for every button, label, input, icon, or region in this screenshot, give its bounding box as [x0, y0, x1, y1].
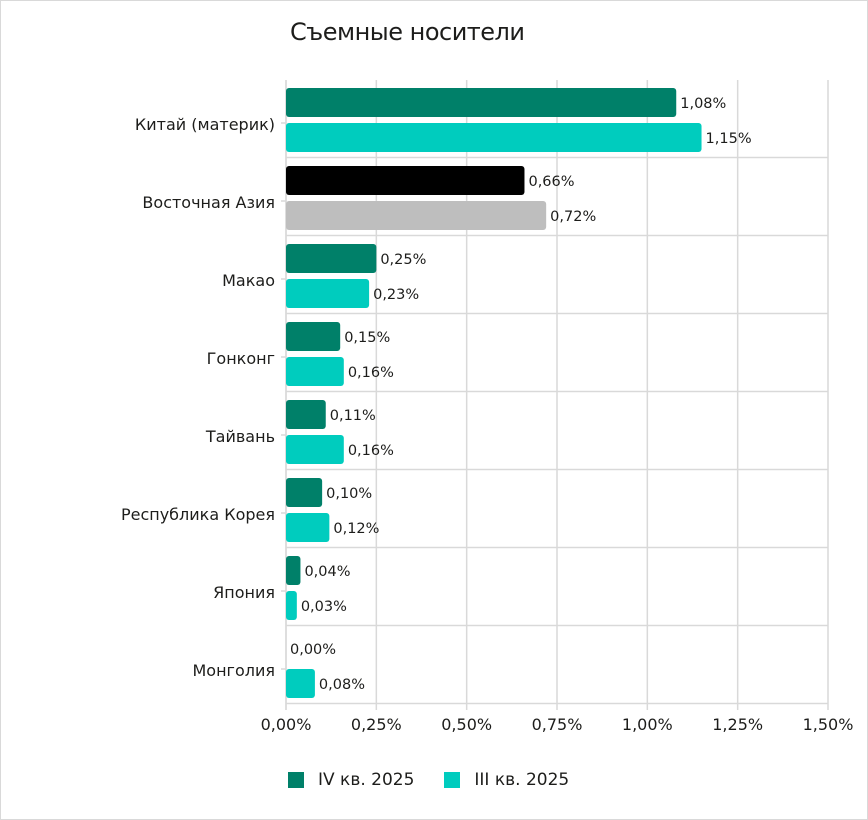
- legend-swatch-q4: [288, 772, 304, 788]
- data-label: 0,00%: [290, 642, 336, 658]
- legend-label-q4: IV кв. 2025: [318, 770, 415, 790]
- legend-label-q3: III кв. 2025: [474, 770, 570, 790]
- bar: [286, 88, 677, 117]
- x-tick-label: 1,00%: [622, 715, 673, 734]
- category-label: Гонконг: [207, 349, 275, 368]
- data-label: 1,15%: [706, 131, 752, 147]
- category-label: Китай (материк): [135, 115, 275, 134]
- data-label: 0,08%: [319, 677, 365, 693]
- bar: [286, 669, 315, 698]
- bar: [286, 357, 344, 386]
- data-label: 0,66%: [528, 174, 574, 190]
- category-label: Республика Корея: [121, 505, 275, 524]
- bar: [286, 400, 326, 429]
- category-label: Тайвань: [205, 427, 275, 446]
- category-label: Макао: [222, 271, 275, 290]
- data-label: 0,12%: [333, 521, 379, 537]
- data-label: 0,16%: [348, 365, 394, 381]
- category-label: Восточная Азия: [142, 193, 275, 212]
- legend-item-q3[interactable]: III кв. 2025: [444, 770, 569, 790]
- data-label: 0,15%: [344, 330, 390, 346]
- legend: IV кв. 2025 III кв. 2025: [288, 770, 569, 790]
- chart-title: Съемные носители: [290, 18, 525, 46]
- bar: [286, 279, 370, 308]
- legend-swatch-q3: [444, 772, 461, 788]
- data-label: 0,04%: [304, 564, 350, 580]
- bar: [286, 435, 344, 464]
- category-label: Япония: [213, 583, 275, 602]
- data-label: 0,23%: [373, 287, 419, 303]
- data-label: 0,16%: [348, 443, 394, 459]
- bar: [286, 478, 323, 507]
- data-label: 0,72%: [550, 209, 596, 225]
- data-label: 0,25%: [380, 252, 426, 268]
- bar: [286, 513, 330, 542]
- x-tick-label: 0,25%: [351, 715, 402, 734]
- x-tick-label: 0,75%: [532, 715, 583, 734]
- data-label: 1,08%: [680, 96, 726, 112]
- x-tick-label: 1,50%: [803, 715, 854, 734]
- legend-item-q4[interactable]: IV кв. 2025: [288, 770, 414, 790]
- x-tick-label: 1,25%: [712, 715, 763, 734]
- x-tick-label: 0,50%: [441, 715, 492, 734]
- bar: [286, 123, 702, 152]
- x-tick-label: 0,00%: [261, 715, 312, 734]
- bar: [286, 556, 301, 585]
- data-label: 0,11%: [330, 408, 376, 424]
- data-label: 0,10%: [326, 486, 372, 502]
- category-label: Монголия: [193, 661, 276, 680]
- data-label: 0,03%: [301, 599, 347, 615]
- bar: [286, 322, 341, 351]
- bar: [286, 244, 377, 273]
- bar: [286, 166, 525, 195]
- bar: [286, 591, 297, 620]
- bar: [286, 201, 547, 230]
